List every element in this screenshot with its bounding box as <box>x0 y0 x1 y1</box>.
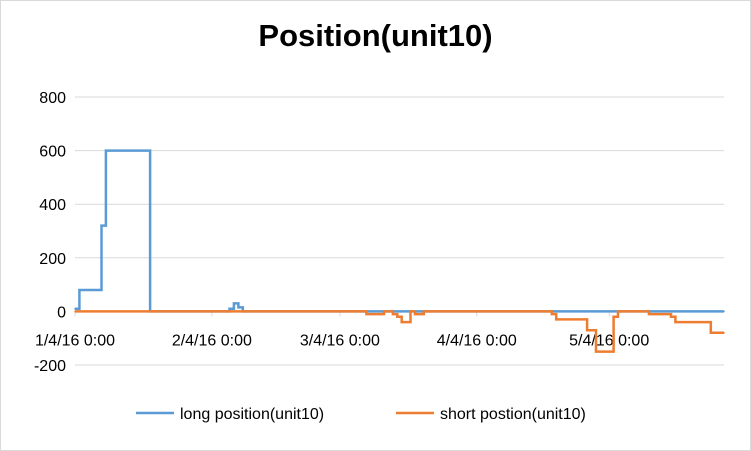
series-line-long <box>75 149 724 313</box>
data-point <box>723 310 725 313</box>
data-point <box>709 332 712 334</box>
data-point <box>105 149 107 152</box>
data-point <box>74 307 76 310</box>
data-point <box>595 350 597 353</box>
x-tick-label: 5/4/16 0:00 <box>569 332 649 349</box>
y-tick-label: 0 <box>57 304 66 321</box>
data-point <box>392 313 394 315</box>
data-point <box>228 307 231 310</box>
y-tick-label: 600 <box>39 144 66 161</box>
x-tick-label: 1/4/16 0:00 <box>35 332 115 349</box>
axis-layer: -200 0 200 400 600 800 1/4/16 0:00 2/4/16 0:00 3… <box>34 90 724 375</box>
legend-layer: long position(unit10) short postion(unit1… <box>136 406 586 423</box>
grid-layer <box>75 96 724 366</box>
data-point <box>555 318 558 321</box>
data-point <box>617 310 619 313</box>
x-tick-label: 3/4/16 0:00 <box>300 332 380 349</box>
data-point <box>612 315 615 318</box>
data-point <box>365 313 368 315</box>
x-tick-label: 4/4/16 0:00 <box>437 332 517 349</box>
data-point <box>414 313 416 315</box>
chart-title: Position(unit10) <box>258 18 493 53</box>
data-point <box>237 306 240 309</box>
data-point <box>674 321 677 323</box>
y-tick-label: 200 <box>39 251 66 268</box>
y-tick-label: 400 <box>39 197 66 214</box>
data-point <box>723 332 725 334</box>
data-point <box>400 321 403 323</box>
data-point <box>648 313 650 315</box>
legend-label: long position(unit10) <box>180 406 324 423</box>
data-point <box>551 313 553 315</box>
data-point <box>396 315 399 318</box>
x-tick-label: 2/4/16 0:00 <box>172 332 252 349</box>
legend-label: short postion(unit10) <box>440 406 586 423</box>
y-tick-label: 800 <box>39 90 66 107</box>
data-point <box>233 302 235 305</box>
series-layer <box>74 149 725 353</box>
data-point <box>670 315 672 318</box>
data-point <box>100 224 103 227</box>
data-point <box>78 289 81 291</box>
data-point <box>383 310 385 313</box>
y-tick-label: -200 <box>34 358 66 375</box>
data-point <box>586 329 588 331</box>
data-point <box>74 310 76 313</box>
data-point <box>409 310 412 313</box>
data-point <box>422 310 425 313</box>
